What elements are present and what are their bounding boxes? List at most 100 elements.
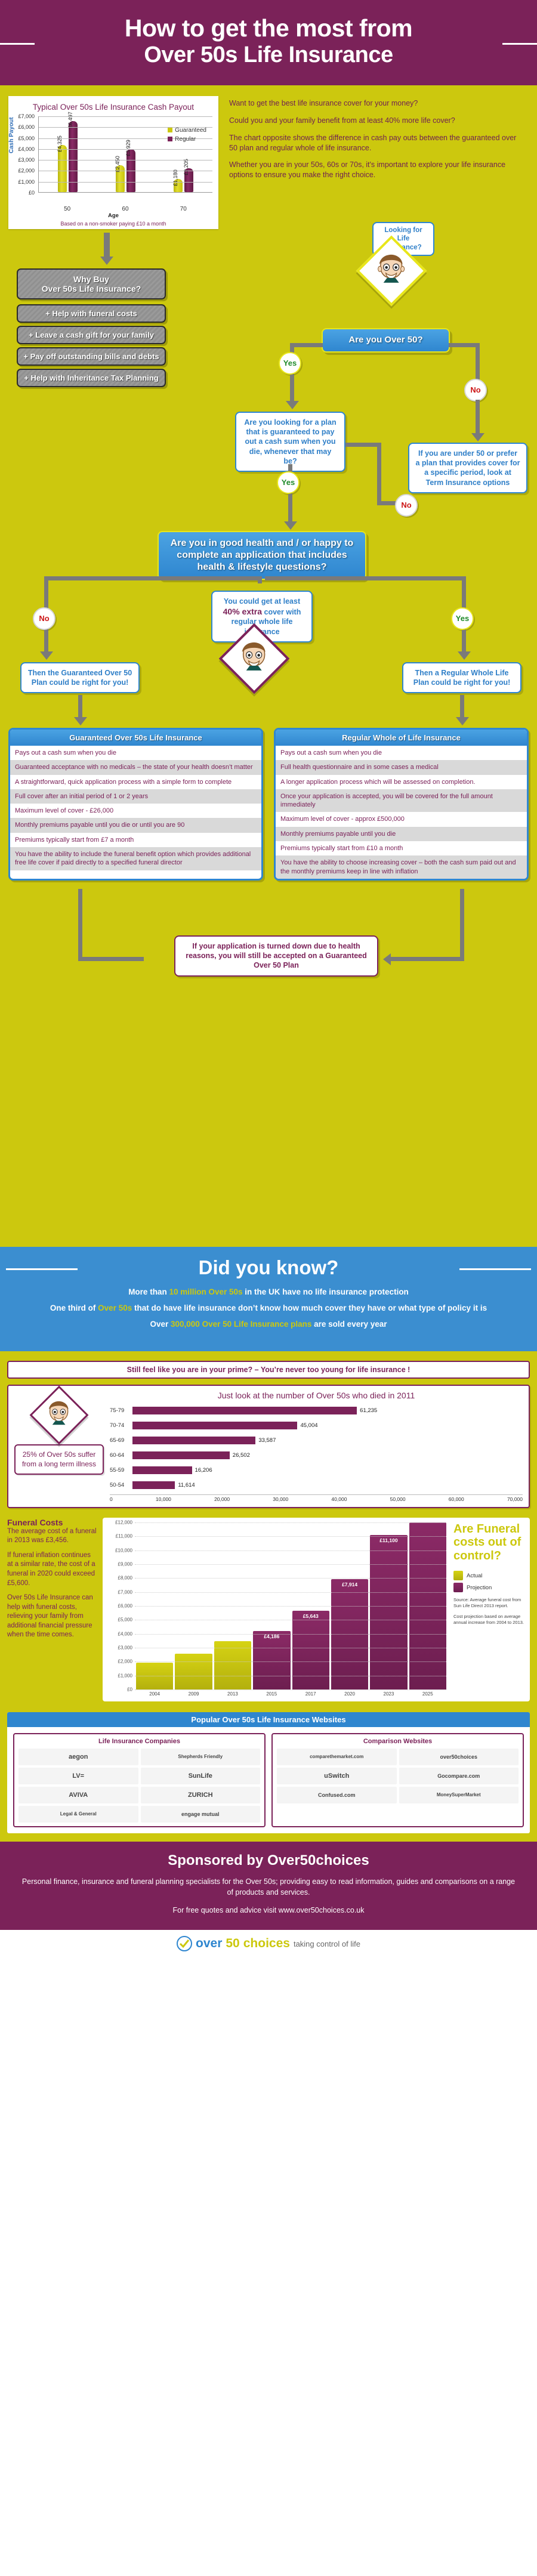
brand-logo-item[interactable]: Shepherds Friendly	[140, 1748, 260, 1765]
deaths-bar-row: 65-69 33,587	[110, 1435, 523, 1446]
comparison-head-regular: Regular Whole of Life Insurance	[276, 729, 527, 746]
benefit-item-0: + Help with funeral costs	[17, 304, 166, 323]
comparison-row: Monthly premiums payable until you die o…	[10, 818, 261, 833]
brand-logo-item[interactable]: Confused.com	[277, 1786, 397, 1803]
deaths-bar-row: 75-79 61,235	[110, 1405, 523, 1416]
brand-logo-item[interactable]: LV=	[18, 1767, 138, 1784]
deaths-xtick: 40,000	[331, 1496, 347, 1502]
deaths-category-label: 70-74	[110, 1422, 125, 1429]
brand-logo-item[interactable]: Gocompare.com	[399, 1767, 519, 1784]
diamond-shape-2	[218, 623, 290, 694]
funeral-xtick: 2004	[149, 1691, 161, 1697]
fact-post: are sold every year	[311, 1319, 387, 1329]
comparison-row: Premiums typically start from £7 a month	[15, 836, 134, 844]
connector	[288, 493, 292, 524]
brand-logo-item[interactable]: engage mutual	[140, 1805, 260, 1823]
funeral-source-1: Source: Average funeral cost from Sun Li…	[453, 1597, 521, 1609]
connector	[258, 576, 262, 583]
comparison-row: Pays out a cash sum when you die	[15, 749, 116, 756]
benefit-item-2: + Pay off outstanding bills and debts	[17, 347, 166, 366]
payout-ytick: £6,000	[18, 124, 35, 131]
brand-logo-item[interactable]: over50choices	[399, 1748, 519, 1765]
payout-ytick: £5,000	[18, 135, 35, 141]
diamond-shape	[356, 235, 427, 307]
gridline	[39, 127, 212, 128]
funeral-ytick: £7,000	[118, 1589, 132, 1595]
funeral-xtick: 2015	[266, 1691, 277, 1697]
fact-highlight: Over 50s	[98, 1303, 132, 1312]
legend-item-regular: Regular	[168, 136, 206, 143]
extra-cover-line-a: You could get at least	[223, 597, 301, 606]
gridline	[39, 149, 212, 150]
intro-p1: Want to get the best life insurance cove…	[229, 98, 418, 107]
gridline	[135, 1592, 446, 1593]
funeral-bar	[175, 1654, 212, 1689]
funeral-ytick: £3,000	[118, 1645, 132, 1651]
payout-ytick: £7,000	[18, 113, 35, 119]
payout-chart-yaxis: £0 £1,000 £2,000 £3,000 £4,000 £5,000 £6,000 £7…	[12, 113, 37, 196]
funeral-text: Funeral Costs The average cost of a fune…	[7, 1518, 97, 1701]
comparison-row: A straightforward, quick application pro…	[15, 778, 232, 786]
funeral-ytick: £0	[127, 1687, 132, 1692]
comparison-columns: Guaranteed Over 50s Life Insurance Pays …	[8, 727, 529, 881]
comparison-row: Full health questionnaire and in some ca…	[276, 760, 527, 775]
payout-bar-group: £1,180 £2,205	[172, 116, 193, 192]
brand-logo-item[interactable]: ZURICH	[140, 1786, 260, 1803]
brand-check-icon	[177, 1936, 193, 1952]
brand-logo-item[interactable]: MoneySuperMarket	[399, 1786, 519, 1803]
comparison-tables: Guaranteed Over 50s Life Insurance Pays …	[8, 727, 529, 881]
avatar-face-icon-3	[44, 1398, 75, 1432]
deaths-chart-bars: 75-79 61,235 70-74 45,004 65-69 33,587 60-64 26…	[110, 1405, 523, 1491]
websites-card: Popular Over 50s Life Insurance Websites…	[7, 1712, 530, 1833]
arrow-down	[74, 716, 87, 725]
deaths-category-label: 75-79	[110, 1407, 125, 1414]
brand-logo-item[interactable]: SunLife	[140, 1767, 260, 1784]
brand-logo-item[interactable]: Legal & General	[18, 1805, 138, 1823]
brand-logo-item[interactable]: uSwitch	[277, 1767, 397, 1784]
funeral-p3: Over 50s Life Insurance can help with fu…	[7, 1594, 93, 1639]
brand-logo-item[interactable]: aegon	[18, 1748, 138, 1765]
websites-body: Life Insurance Companies aegon Shepherds …	[7, 1727, 530, 1833]
connector	[44, 576, 259, 580]
decision-flowchart: Why Buy Over 50s Life Insurance? + Help …	[8, 221, 529, 1247]
prime-section: Still feel like you are in your prime? –…	[0, 1351, 537, 1514]
gridline	[135, 1661, 446, 1663]
funeral-bar-label: £7,914	[342, 1582, 358, 1588]
comparison-row: Maximum level of cover - £26,000	[15, 807, 114, 815]
payout-bar: £2,205	[183, 159, 193, 192]
funeral-xtick: 2025	[422, 1691, 433, 1697]
funeral-bar: £5,643	[292, 1611, 329, 1689]
arrow-left	[383, 953, 391, 965]
funeral-p1: The average cost of a funeral in 2013 wa…	[7, 1527, 97, 1545]
fact-highlight: 10 million Over 50s	[169, 1287, 243, 1296]
funeral-chart-card: £4,186 £5,643 £7,914 £11,100 £0 £1,000 £2,000…	[103, 1517, 530, 1701]
deaths-bar	[132, 1451, 230, 1459]
funeral-ytick: £4,000	[118, 1631, 132, 1637]
brand-logo-item[interactable]: comparethemarket.com	[277, 1748, 397, 1765]
gridline	[135, 1578, 446, 1579]
yes-badge-guaranteed: Yes	[277, 471, 300, 494]
funeral-xtick: 2009	[188, 1691, 199, 1697]
did-you-know-section: Did you know? More than 10 million Over …	[0, 1246, 537, 1351]
payout-ytick: £0	[28, 189, 35, 196]
deaths-xtick: 0	[110, 1496, 113, 1502]
no-badge-health: No	[33, 607, 55, 630]
funeral-ytick: £8,000	[118, 1575, 132, 1581]
footer-title: Sponsored by Over50choices	[168, 1852, 369, 1868]
deaths-xtick: 60,000	[448, 1496, 464, 1502]
deaths-chart-card: 25% of Over 50s suffer from a long term …	[7, 1384, 530, 1508]
brand-logo-item[interactable]: AVIVA	[18, 1786, 138, 1803]
funeral-bar-label: £11,100	[379, 1537, 398, 1543]
funeral-ytick: £5,000	[118, 1617, 132, 1623]
payout-bar: £4,325	[57, 135, 67, 192]
legend-item-guaranteed: Guaranteed	[168, 127, 206, 134]
payout-ytick: £4,000	[18, 146, 35, 152]
payout-bar-label: £3,929	[125, 140, 131, 156]
gridline	[39, 116, 212, 117]
funeral-xtick: 2013	[227, 1691, 238, 1697]
avatar-diamond	[356, 235, 427, 307]
footer-p1: Personal finance, insurance and funeral …	[21, 1877, 516, 1897]
gridline	[135, 1564, 446, 1565]
funeral-xtick: 2023	[383, 1691, 394, 1697]
turned-down-box: If your application is turned down due t…	[174, 935, 378, 977]
